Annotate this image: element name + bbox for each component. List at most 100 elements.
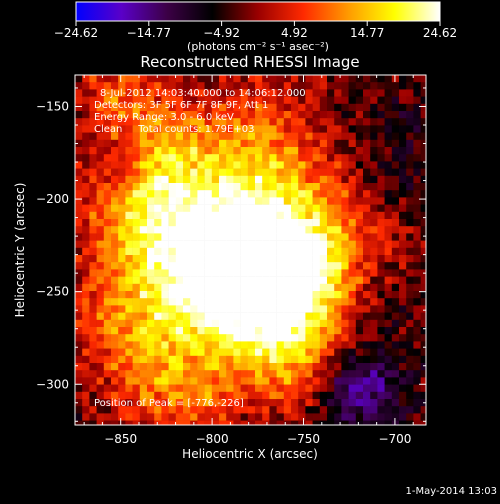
heatmap-cell xyxy=(233,75,241,83)
heatmap-cell xyxy=(111,139,119,148)
heatmap-cell xyxy=(147,413,155,421)
heatmap-cell xyxy=(154,168,162,177)
heatmap-cell xyxy=(219,132,227,141)
heatmap-cell xyxy=(132,327,141,335)
heatmap-cell xyxy=(168,96,177,105)
heatmap-cell xyxy=(327,305,335,313)
heatmap-cell xyxy=(139,255,148,263)
heatmap-cell xyxy=(211,384,220,393)
heatmap-cell xyxy=(190,406,198,414)
heatmap-cell xyxy=(226,161,234,169)
heatmap-cell xyxy=(89,89,97,97)
heatmap-cell xyxy=(298,75,306,83)
heatmap-cell xyxy=(219,348,227,357)
heatmap-cell xyxy=(413,190,421,198)
heatmap-cell xyxy=(334,420,342,425)
heatmap-cell xyxy=(384,305,393,313)
heatmap-cell xyxy=(370,211,378,220)
heatmap-cell xyxy=(406,175,414,184)
heatmap-cell xyxy=(341,111,349,119)
heatmap-cell xyxy=(204,406,213,414)
heatmap-cell xyxy=(262,298,270,306)
heatmap-cell xyxy=(247,312,256,321)
heatmap-cell xyxy=(327,370,335,378)
heatmap-cell xyxy=(298,255,306,263)
heatmap-cell xyxy=(255,391,263,400)
heatmap-cell xyxy=(168,247,177,256)
heatmap-cell xyxy=(348,82,357,90)
heatmap-cell xyxy=(154,75,162,83)
heatmap-cell xyxy=(399,161,407,169)
heatmap-cell xyxy=(168,226,177,234)
heatmap-cell xyxy=(283,103,292,112)
heatmap-cell xyxy=(175,370,184,378)
heatmap-cell xyxy=(125,125,133,133)
heatmap-cell xyxy=(341,96,349,105)
heatmap-cell xyxy=(399,139,407,148)
heatmap-cell xyxy=(413,391,421,400)
heatmap-cell xyxy=(355,161,364,169)
heatmap-cell xyxy=(319,89,328,97)
heatmap-cell xyxy=(319,96,328,105)
heatmap-cell xyxy=(298,190,306,198)
heatmap-cell xyxy=(420,111,426,119)
heatmap-cell xyxy=(384,327,393,335)
heatmap-cell xyxy=(319,125,328,133)
heatmap-cell xyxy=(125,139,133,148)
heatmap-cell xyxy=(370,406,378,414)
heatmap-cell xyxy=(219,175,227,184)
heatmap-cell xyxy=(132,103,141,112)
heatmap-cell xyxy=(305,298,313,306)
heatmap-cell xyxy=(291,175,299,184)
heatmap-cell xyxy=(341,103,349,112)
heatmap-cell xyxy=(269,384,277,393)
heatmap-cell xyxy=(175,147,184,155)
heatmap-cell xyxy=(132,370,141,378)
heatmap-cell xyxy=(118,291,126,299)
heatmap-cell xyxy=(363,219,371,227)
heatmap-cell xyxy=(175,283,184,292)
heatmap-cell xyxy=(247,341,256,349)
heatmap-cell xyxy=(96,240,105,249)
heatmap-cell xyxy=(348,118,357,126)
heatmap-cell xyxy=(89,319,97,328)
heatmap-cell xyxy=(219,391,227,400)
heatmap-cell xyxy=(391,233,400,241)
heatmap-cell xyxy=(89,211,97,220)
heatmap-cell xyxy=(226,75,234,83)
heatmap-cell xyxy=(255,341,263,349)
heatmap-cell xyxy=(240,240,249,249)
heatmap-cell xyxy=(175,132,184,141)
heatmap-cell xyxy=(233,283,241,292)
heatmap-cell xyxy=(183,334,191,342)
heatmap-cell xyxy=(183,168,191,177)
heatmap-cell xyxy=(363,283,371,292)
heatmap-cell xyxy=(363,319,371,328)
heatmap-cell xyxy=(283,125,292,133)
heatmap-cell xyxy=(305,147,313,155)
heatmap-cell xyxy=(348,125,357,133)
heatmap-cell xyxy=(255,147,263,155)
heatmap-cell xyxy=(269,161,277,169)
heatmap-cell xyxy=(298,413,306,421)
heatmap-cell xyxy=(247,269,256,277)
heatmap-cell xyxy=(103,363,112,371)
heatmap-cell xyxy=(75,183,83,191)
heatmap-cell xyxy=(204,399,213,407)
heatmap-cell xyxy=(384,161,393,169)
heatmap-cell xyxy=(219,111,227,119)
heatmap-cell xyxy=(82,363,90,371)
heatmap-cell xyxy=(247,96,256,105)
heatmap-cell xyxy=(197,420,205,425)
heatmap-cell xyxy=(377,370,385,378)
heatmap-cell xyxy=(391,305,400,313)
heatmap-cell xyxy=(406,363,414,371)
heatmap-cell xyxy=(204,82,213,90)
heatmap-cell xyxy=(319,247,328,256)
heatmap-cell xyxy=(305,341,313,349)
heatmap-cell xyxy=(391,111,400,119)
heatmap-cell xyxy=(348,103,357,112)
heatmap-cell xyxy=(305,190,313,198)
heatmap-cell xyxy=(363,370,371,378)
heatmap-cell xyxy=(305,348,313,357)
